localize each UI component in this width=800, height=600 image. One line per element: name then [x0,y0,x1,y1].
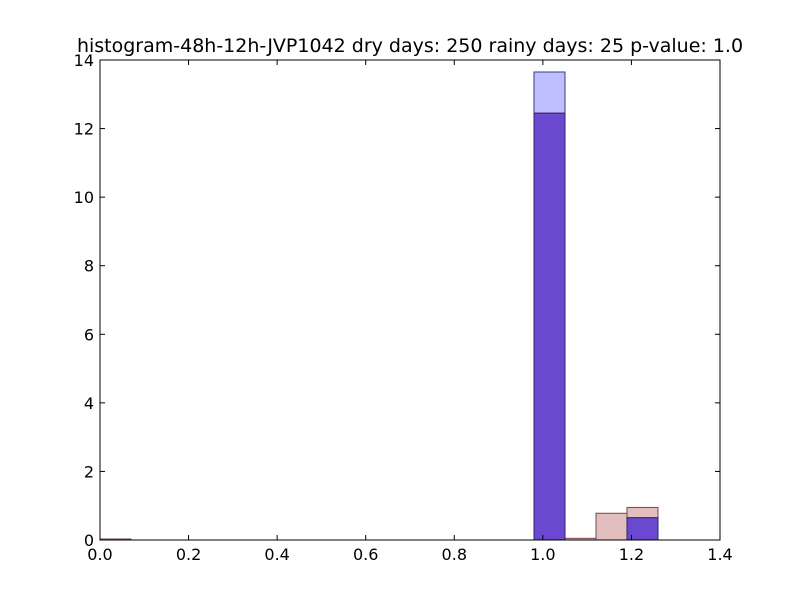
x-tick-label-6: 1.2 [619,545,644,564]
y-tick-label-4: 8 [84,257,94,276]
y-tick-label-1: 2 [84,462,94,481]
y-tick-label-2: 4 [84,394,94,413]
x-tick-label-7: 1.4 [707,545,732,564]
y-tick-label-5: 10 [74,188,94,207]
x-tick-label-2: 0.4 [264,545,289,564]
histogram-overlap-bin2 [533,112,566,541]
plot-area [100,60,720,540]
x-tick-label-1: 0.2 [176,545,201,564]
x-tick-label-3: 0.6 [353,545,378,564]
x-tick-label-4: 0.8 [442,545,467,564]
histogram-bars [99,71,659,541]
y-tick-label-3: 6 [84,325,94,344]
plot-frame [99,59,721,541]
y-tick-label-0: 0 [84,531,94,550]
x-tick-label-5: 1.0 [530,545,555,564]
chart-title: histogram-48h-12h-JVP1042 dry days: 250 … [77,35,743,57]
y-tick-label-7: 14 [74,51,94,70]
y-tick-label-6: 12 [74,120,94,139]
axis-ticks: 0.0 0.2 0.4 0.6 0.8 1.0 1.2 1.4 0 2 4 6 8 10 12 14 [74,51,733,564]
x-tick-label-0: 0.0 [87,545,112,564]
histogram-bar-series2-bin4 [595,512,628,541]
